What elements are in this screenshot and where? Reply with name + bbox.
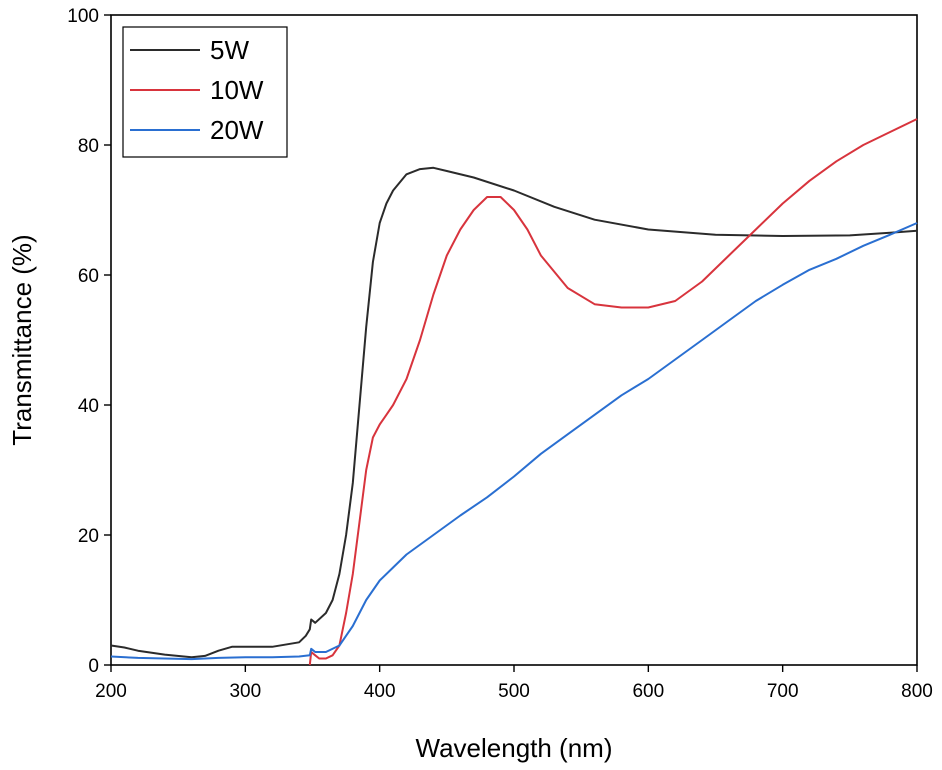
y-tick-label: 100 (67, 6, 99, 27)
legend-label-10w: 10W (210, 75, 264, 105)
x-axis-ticks: 200 300 400 500 600 700 800 (95, 665, 933, 702)
legend-label-20w: 20W (210, 115, 264, 145)
y-tick-label: 60 (78, 266, 99, 287)
x-tick-label: 700 (767, 681, 799, 702)
series-line-5w (110, 166, 918, 659)
x-tick-label: 200 (95, 681, 127, 702)
x-tick-label: 400 (364, 681, 396, 702)
series-line-10w (308, 118, 918, 666)
y-tick-label: 40 (78, 396, 99, 417)
y-axis-ticks: 0 20 40 60 80 100 (67, 6, 111, 677)
legend: 5W 10W 20W (122, 26, 288, 158)
y-tick-label: 80 (78, 136, 99, 157)
legend-box (122, 26, 288, 158)
y-tick-label: 20 (78, 526, 99, 547)
y-axis-title: Transmittance (%) (7, 234, 37, 445)
x-tick-label: 300 (229, 681, 261, 702)
series-line-20w (110, 222, 918, 661)
x-tick-label: 800 (901, 681, 933, 702)
series-lines (110, 118, 918, 666)
x-axis-title: Wavelength (nm) (416, 733, 613, 763)
x-tick-label: 500 (498, 681, 530, 702)
legend-label-5w: 5W (210, 35, 249, 65)
y-tick-label: 0 (88, 656, 99, 677)
x-tick-label: 600 (632, 681, 664, 702)
